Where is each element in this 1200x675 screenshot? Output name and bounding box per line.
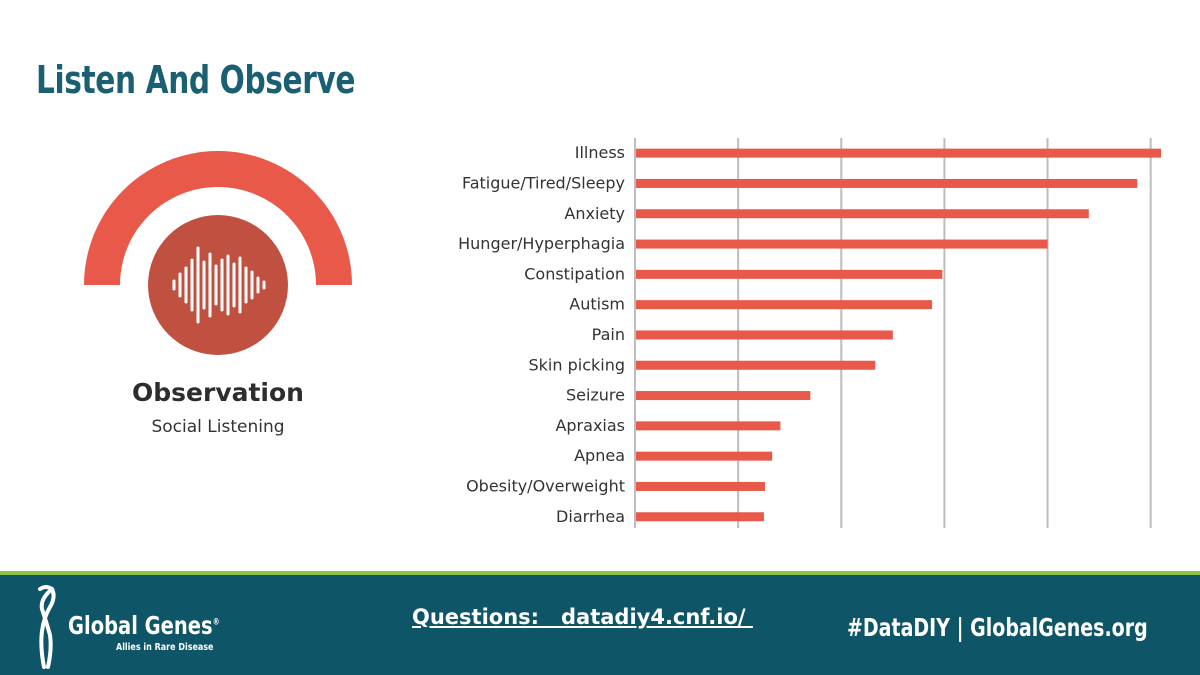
bar <box>636 481 765 491</box>
category-label: Pain <box>592 325 625 344</box>
category-label: Obesity/Overweight <box>466 476 625 495</box>
observation-circle <box>148 215 288 355</box>
observation-arc <box>84 151 352 285</box>
footer: Global Genes® Allies in Rare Disease Que… <box>0 575 1200 675</box>
sound-wave-icon <box>172 246 266 324</box>
category-label: Seizure <box>566 386 625 405</box>
bar <box>636 178 1138 188</box>
category-label: Constipation <box>524 264 625 283</box>
category-label: Illness <box>575 143 625 162</box>
observation-heading: Observation <box>132 378 304 407</box>
questions-label: Questions: <box>412 605 540 629</box>
bar <box>636 360 876 370</box>
category-label: Apraxias <box>555 416 625 435</box>
questions-link[interactable]: Questions: datadiy4.cnf.io/ <box>412 605 753 629</box>
observation-graphic <box>84 151 352 355</box>
category-label: Diarrhea <box>556 507 625 526</box>
category-label: Skin picking <box>529 355 626 374</box>
ribbon-logo-icon <box>38 585 56 669</box>
slide-title: Listen And Observe <box>36 58 356 102</box>
category-label: Anxiety <box>564 204 625 223</box>
category-label: Autism <box>569 295 625 314</box>
bar <box>636 209 1089 219</box>
observation-subheading: Social Listening <box>151 417 285 437</box>
category-label: Hunger/Hyperphagia <box>458 234 625 253</box>
bar <box>636 451 773 461</box>
bar <box>636 148 1161 158</box>
questions-url[interactable]: datadiy4.cnf.io/ <box>561 605 746 629</box>
bar <box>636 512 764 522</box>
category-label: Fatigue/Tired/Sleepy <box>462 173 625 192</box>
bar <box>636 269 943 279</box>
bar <box>636 421 781 431</box>
footer-accent-line <box>0 571 1200 575</box>
bar-chart: Illness Fatigue/Tired/Sleepy Anxiety Hunger… <box>458 138 1161 528</box>
brand-name: Global Genes® <box>68 611 220 640</box>
brand-tagline: Allies in Rare Disease <box>116 642 214 653</box>
bar <box>636 300 933 310</box>
bar <box>636 391 811 401</box>
bar <box>636 239 1048 249</box>
category-label: Apnea <box>574 446 625 465</box>
bar <box>636 330 893 340</box>
footer-hashtag: #DataDIY | GlobalGenes.org <box>847 613 1148 642</box>
